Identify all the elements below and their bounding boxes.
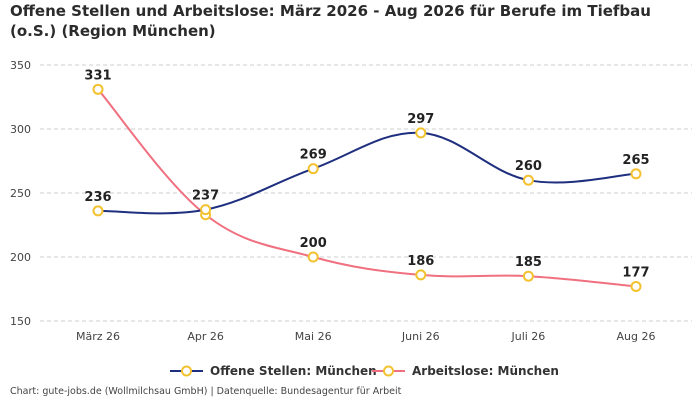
- data-label: 260: [515, 159, 542, 174]
- data-point: [92, 83, 104, 95]
- data-point: [630, 168, 642, 180]
- y-tick-label: 300: [10, 123, 31, 136]
- series-line-0: [97, 131, 637, 215]
- data-point: [200, 204, 212, 216]
- data-label: 237: [192, 189, 219, 204]
- y-tick-label: 350: [10, 59, 31, 72]
- legend-label[interactable]: Offene Stellen: München: [210, 364, 377, 378]
- y-tick-label: 250: [10, 187, 31, 200]
- data-label: 297: [407, 112, 434, 127]
- x-tick-label: Apr 26: [187, 330, 224, 343]
- data-point: [307, 251, 319, 263]
- data-point: [522, 174, 534, 186]
- chart-title: Offene Stellen und Arbeitslose: März 202…: [10, 2, 651, 40]
- legend-label[interactable]: Arbeitslose: München: [412, 364, 559, 378]
- x-tick-label: März 26: [76, 330, 120, 343]
- data-label: 200: [300, 236, 327, 251]
- legend-marker: [181, 365, 192, 377]
- legend: Offene Stellen: München Arbeitslose: Münc…: [170, 364, 559, 378]
- data-point: [415, 127, 427, 139]
- data-label: 269: [300, 148, 327, 163]
- data-point: [630, 280, 642, 292]
- series-line-1: [97, 88, 637, 288]
- data-point: [307, 163, 319, 175]
- x-tick-label: Juni 26: [401, 330, 440, 343]
- y-axis-ticks: 150 200 250 300 350: [10, 59, 31, 328]
- data-point: [92, 205, 104, 217]
- data-label: 186: [407, 254, 434, 269]
- series-lines: [97, 88, 637, 288]
- data-point: [415, 269, 427, 281]
- y-tick-label: 150: [10, 315, 31, 328]
- legend-marker: [383, 365, 394, 377]
- data-label: 185: [515, 255, 542, 270]
- data-label: 177: [622, 265, 649, 280]
- data-label: 236: [84, 190, 111, 205]
- y-tick-label: 200: [10, 251, 31, 264]
- x-tick-label: Mai 26: [295, 330, 332, 343]
- grid-lines: [40, 64, 692, 322]
- chart-footer: Chart: gute-jobs.de (Wollmilchsau GmbH) …: [10, 386, 402, 397]
- x-axis-ticks: März 26 Apr 26 Mai 26 Juni 26 Juli 26 Aug 26: [76, 330, 656, 343]
- series-markers: [92, 83, 642, 292]
- x-tick-label: Aug 26: [617, 330, 656, 343]
- x-tick-label: Juli 26: [510, 330, 545, 343]
- data-labels: 236 237 269 297 260 265 331 200 186 185 177: [84, 68, 649, 280]
- data-label: 265: [622, 153, 649, 168]
- data-label: 331: [84, 68, 111, 83]
- data-point: [522, 270, 534, 282]
